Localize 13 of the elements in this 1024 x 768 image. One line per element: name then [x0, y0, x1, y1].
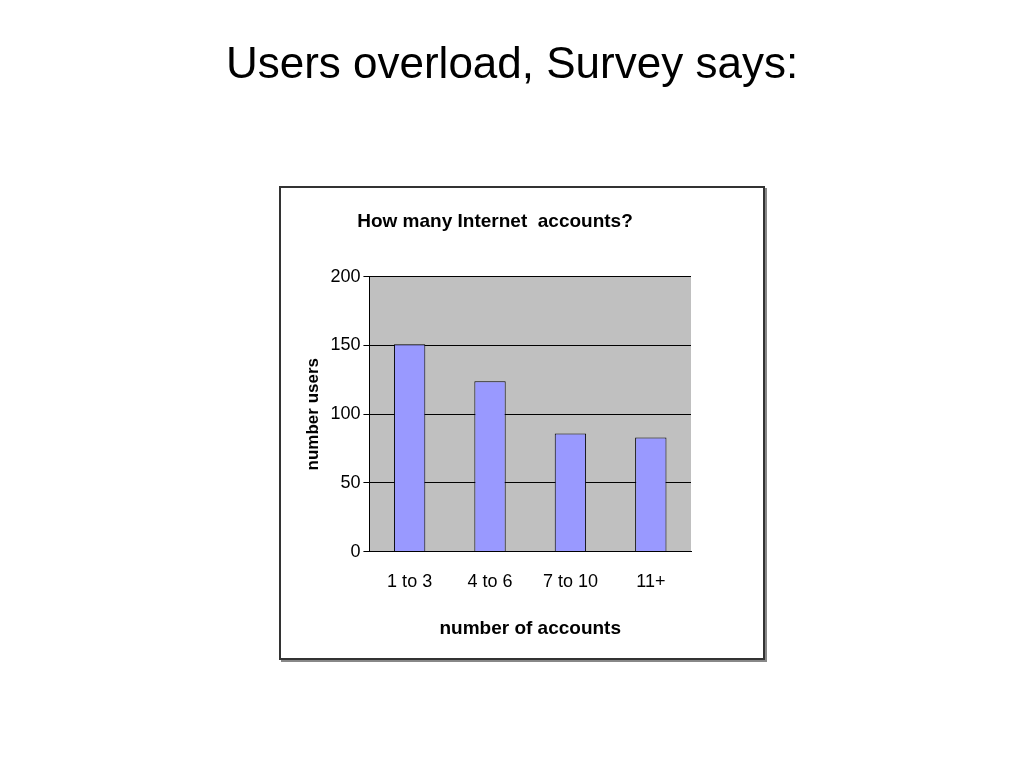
- chart-title: Users overload, Survey says:: [224, 38, 800, 88]
- y-tick-label: 50: [340, 471, 361, 492]
- x-tick-label: 11+: [636, 571, 666, 592]
- x-tick-label: 4 to 6: [467, 571, 513, 592]
- y-axis-title: number users: [302, 357, 322, 471]
- y-tick-label: 100: [330, 403, 361, 424]
- x-axis-title: number of accounts: [439, 616, 622, 638]
- chart-subtitle: How many Internet accounts?: [357, 209, 633, 231]
- x-tick-label: 7 to 10: [542, 571, 598, 592]
- y-tick-label: 150: [330, 334, 361, 355]
- y-tick-label: 0: [350, 540, 361, 561]
- x-tick-label: 1 to 3: [387, 571, 433, 592]
- y-tick-label: 200: [330, 265, 361, 286]
